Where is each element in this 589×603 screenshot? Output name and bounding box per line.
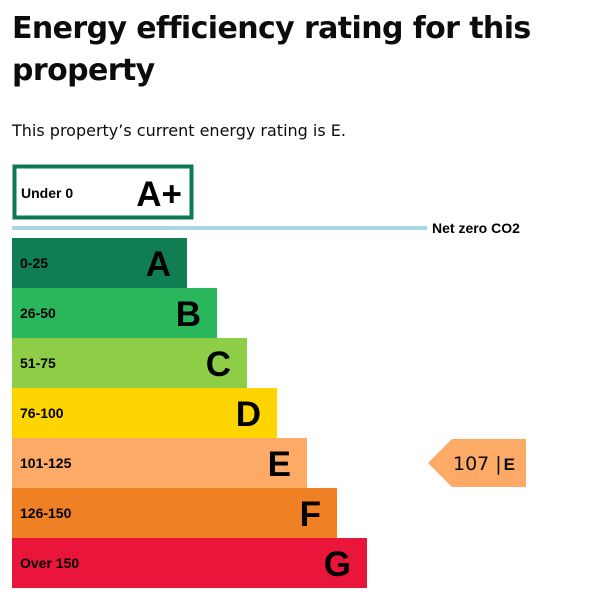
current-rating-indicator: 107 | E [428,439,526,487]
top-band-a-plus: Under 0 A+ [12,164,194,220]
band-d: 76-100 D [12,388,277,438]
band-letter: A [146,245,171,284]
band-letter: C [206,345,231,384]
net-zero-marker: Net zero CO2 [12,220,520,236]
top-band-range: Under 0 [21,185,73,201]
band-letter: G [324,545,351,584]
current-score-value: 107 [453,453,489,475]
band-range-label: Over 150 [20,555,79,571]
band-letter: E [268,445,291,484]
band-range-label: 101-125 [20,455,72,471]
top-band-box [12,164,194,220]
rating-bands: 0-25 A 26-50 B 51-75 C 76-100 D 101-125 E 126-150 F… [12,238,367,588]
band-f: 126-150 F [12,488,337,538]
band-bar [12,488,337,538]
top-band-letter: A+ [136,175,182,214]
current-score-letter: E [504,455,515,474]
band-a: 0-25 A [12,238,187,288]
current-rating-text: 107 | E [453,453,515,475]
band-g: Over 150 G [12,538,367,588]
band-letter: F [300,495,321,534]
band-bar [12,288,217,338]
band-letter: B [176,295,201,334]
band-bar [12,338,247,388]
band-range-label: 26-50 [20,305,56,321]
current-rating-summary: This property’s current energy rating is… [12,121,346,140]
band-bar [12,438,307,488]
band-bar [12,238,187,288]
band-range-label: 51-75 [20,355,56,371]
page-title: Energy efficiency rating for this proper… [12,11,531,88]
band-bar [12,538,367,588]
band-b: 26-50 B [12,288,217,338]
band-c: 51-75 C [12,338,247,388]
band-range-label: 126-150 [20,505,72,521]
band-bar [12,388,277,438]
current-rating-arrow [428,439,526,487]
band-e: 101-125 E [12,438,307,488]
current-score-separator: | [495,453,501,475]
band-range-label: 76-100 [20,405,64,421]
band-range-label: 0-25 [20,255,48,271]
net-zero-label: Net zero CO2 [432,220,520,236]
band-letter: D [236,395,261,434]
